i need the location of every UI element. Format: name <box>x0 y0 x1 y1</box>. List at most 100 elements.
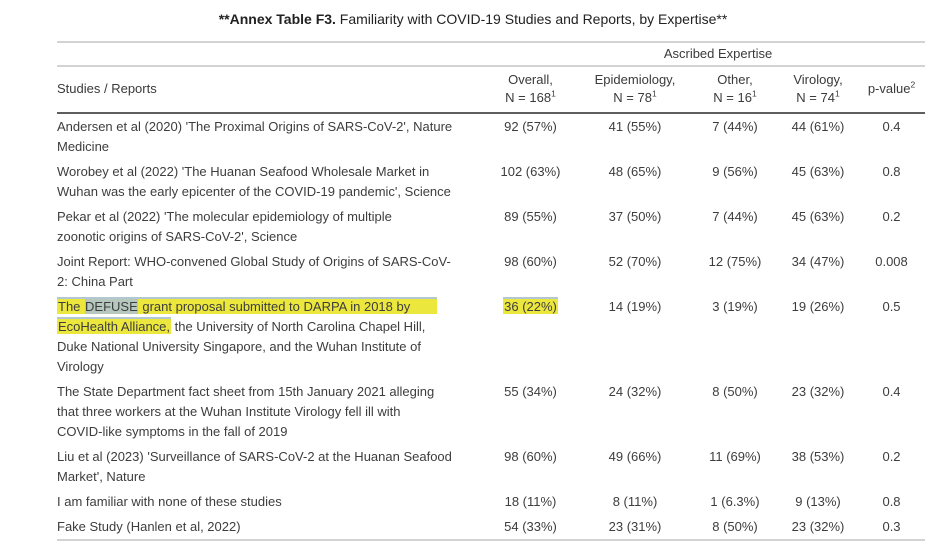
study-label-line: COVID-like symptoms in the fall of 2019 <box>57 422 483 442</box>
study-label-cell: The DEFUSE grant proposal submitted to D… <box>57 294 483 379</box>
highlighted-text: The <box>57 297 86 314</box>
value-cell-virology: 45 (63%) <box>791 164 845 179</box>
study-label-cell: I am familiar with none of these studies <box>57 489 483 514</box>
value-cell-pvalue: 0.4 <box>882 384 901 399</box>
column-header-pvalue: p-value2 <box>858 66 926 114</box>
study-label-line: Worobey et al (2022) 'The Huanan Seafood… <box>57 162 483 182</box>
study-label-line: Medicine <box>57 137 483 157</box>
study-label-line: that three workers at the Wuhan Institut… <box>57 402 483 422</box>
value-cell-overall: 54 (33%) <box>483 514 578 541</box>
study-text: Market', Nature <box>57 469 146 484</box>
value-cell-pvalue: 0.3 <box>858 514 926 541</box>
table-row: The DEFUSE grant proposal submitted to D… <box>57 294 925 379</box>
study-text: Fake Study (Hanlen et al, 2022) <box>57 519 241 534</box>
study-label-line: Wuhan was the early epicenter of the COV… <box>57 182 483 202</box>
study-label-cell: Pekar et al (2022) 'The molecular epidem… <box>57 204 483 249</box>
value-cell-epidemiology: 41 (55%) <box>608 119 662 134</box>
study-label-line: The DEFUSE grant proposal submitted to D… <box>57 297 483 317</box>
value-cell-virology: 38 (53%) <box>791 449 845 464</box>
study-text: Wuhan was the early epicenter of the COV… <box>57 184 451 199</box>
value-cell-other: 11 (69%) <box>709 449 761 464</box>
study-label-line: Fake Study (Hanlen et al, 2022) <box>57 517 483 537</box>
column-header-epidemiology: Epidemiology, N = 781 <box>578 66 692 114</box>
study-label-line: EcoHealth Alliance, the University of No… <box>57 317 483 337</box>
value-cell-virology: 34 (47%) <box>791 254 845 269</box>
value-cell-overall: 89 (55%) <box>504 209 557 224</box>
study-label-cell: Andersen et al (2020) 'The Proximal Orig… <box>57 113 483 159</box>
study-text: Joint Report: WHO-convened Global Study … <box>57 254 451 269</box>
value-cell-epidemiology: 14 (19%) <box>608 299 662 314</box>
study-text: The State Department fact sheet from 15t… <box>57 384 435 399</box>
table-caption: **Annex Table F3. Familiarity with COVID… <box>0 0 946 29</box>
study-label-cell: Joint Report: WHO-convened Global Study … <box>57 249 483 294</box>
study-label-line: I am familiar with none of these studies <box>57 492 483 512</box>
study-text: Liu et al (2023) 'Surveillance of SARS-C… <box>57 449 452 464</box>
highlighted-text: EcoHealth Alliance, <box>57 317 172 334</box>
highlighted-text: grant proposal submitted to DARPA in 201… <box>137 297 438 314</box>
value-cell-overall: 55 (34%) <box>504 384 557 399</box>
study-label-cell: Worobey et al (2022) 'The Huanan Seafood… <box>57 159 483 204</box>
value-cell-other: 8 (50%) <box>712 384 758 399</box>
value-cell-epidemiology: 24 (32%) <box>608 384 662 399</box>
value-cell-other: 12 (75%) <box>708 254 762 269</box>
column-header-row: Studies / Reports Overall, N = 1681 Epidem… <box>57 66 926 114</box>
study-text: Duke National University Singapore, and … <box>57 339 421 354</box>
annex-table-f3: Ascribed Expertise Studies / Reports Ove… <box>57 41 926 541</box>
study-label-line: Joint Report: WHO-convened Global Study … <box>57 252 483 272</box>
table-caption-text: Familiarity with COVID-19 Studies and Re… <box>335 11 728 27</box>
study-text: Worobey et al (2022) 'The Huanan Seafood… <box>57 164 430 179</box>
value-cell-virology: 23 (32%) <box>778 514 859 541</box>
value-cell-other: 7 (44%) <box>712 119 758 134</box>
value-cell-epidemiology: 23 (31%) <box>578 514 692 541</box>
spanner-spacer-pvalue <box>858 41 926 67</box>
study-text: zoonotic origins of SARS-CoV-2', Science <box>57 229 298 244</box>
column-header-virology: Virology, N = 741 <box>778 66 859 114</box>
table-row: Worobey et al (2022) 'The Huanan Seafood… <box>57 159 925 204</box>
spanner-ascribed-expertise: Ascribed Expertise <box>578 41 859 67</box>
study-label-line: Pekar et al (2022) 'The molecular epidem… <box>57 207 483 227</box>
column-header-overall: Overall, N = 1681 <box>483 66 578 114</box>
study-label-line: The State Department fact sheet from 15t… <box>57 382 483 402</box>
value-cell-epidemiology: 48 (65%) <box>608 164 662 179</box>
value-cell-other: 3 (19%) <box>712 299 758 314</box>
study-text: Medicine <box>57 139 110 154</box>
study-text: that three workers at the Wuhan Institut… <box>57 404 401 419</box>
study-label-cell: Liu et al (2023) 'Surveillance of SARS-C… <box>57 444 483 489</box>
study-label-line: Market', Nature <box>57 467 483 487</box>
column-header-studies-reports: Studies / Reports <box>57 66 483 114</box>
value-cell-other: 1 (6.3%) <box>710 494 760 509</box>
value-cell-pvalue: 0.2 <box>882 449 901 464</box>
highlighted-text: 36 (22%) <box>503 297 558 314</box>
value-cell-epidemiology: 52 (70%) <box>608 254 662 269</box>
value-cell-overall: 102 (63%) <box>500 164 561 179</box>
study-text: COVID-like symptoms in the fall of 2019 <box>57 424 288 439</box>
value-cell-virology: 19 (26%) <box>791 299 845 314</box>
value-cell-overall: 98 (60%) <box>504 254 557 269</box>
study-label-line: Duke National University Singapore, and … <box>57 337 483 357</box>
study-text: the University of North Carolina Chapel … <box>171 319 426 334</box>
spanner-spacer-overall <box>483 41 578 67</box>
value-cell-virology: 9 (13%) <box>795 494 841 509</box>
spanner-row: Ascribed Expertise <box>57 41 926 67</box>
study-label-cell: Fake Study (Hanlen et al, 2022) <box>57 514 483 541</box>
value-cell-overall: 92 (57%) <box>504 119 557 134</box>
value-cell-overall: 36 (22%) <box>483 294 578 379</box>
value-cell-epidemiology: 37 (50%) <box>608 209 662 224</box>
value-cell-other: 9 (56%) <box>712 164 758 179</box>
value-cell-other: 7 (44%) <box>712 209 758 224</box>
table-row: The State Department fact sheet from 15t… <box>57 379 925 444</box>
value-cell-overall: 18 (11%) <box>504 494 557 509</box>
table-head: Ascribed Expertise Studies / Reports Ove… <box>57 41 926 114</box>
value-cell-pvalue: 0.4 <box>882 119 901 134</box>
table-caption-label: **Annex Table F3. <box>218 11 336 27</box>
column-header-other: Other, N = 161 <box>692 66 778 114</box>
value-cell-virology: 44 (61%) <box>791 119 845 134</box>
study-label-line: Virology <box>57 357 483 377</box>
study-text: I am familiar with none of these studies <box>57 494 282 509</box>
value-cell-pvalue: 0.5 <box>882 299 901 314</box>
study-text: Pekar et al (2022) 'The molecular epidem… <box>57 209 392 224</box>
study-label-cell: The State Department fact sheet from 15t… <box>57 379 483 444</box>
value-cell-virology: 23 (32%) <box>791 384 845 399</box>
table-row: Fake Study (Hanlen et al, 2022) 54 (33%) 2… <box>57 514 926 541</box>
study-text: 2: China Part <box>57 274 133 289</box>
